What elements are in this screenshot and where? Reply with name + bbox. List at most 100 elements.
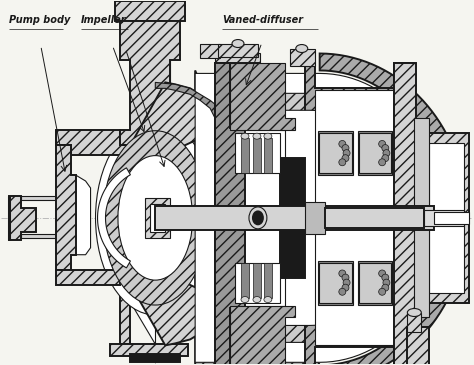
Text: Pump body: Pump body — [9, 15, 70, 24]
Ellipse shape — [339, 159, 346, 166]
Ellipse shape — [241, 133, 249, 139]
Bar — [230, 130, 285, 306]
Text: Vaned-diffuser: Vaned-diffuser — [222, 15, 303, 24]
Bar — [235, 133, 280, 173]
Ellipse shape — [253, 297, 261, 303]
Bar — [394, 64, 416, 365]
Ellipse shape — [96, 121, 215, 315]
Ellipse shape — [249, 207, 267, 229]
Polygon shape — [110, 345, 188, 356]
Polygon shape — [305, 64, 414, 365]
Polygon shape — [130, 61, 170, 130]
Bar — [241, 138, 249, 173]
Ellipse shape — [343, 150, 350, 157]
Polygon shape — [215, 64, 245, 365]
Ellipse shape — [342, 284, 349, 291]
Text: Impeller: Impeller — [81, 15, 126, 24]
Polygon shape — [21, 196, 86, 200]
Ellipse shape — [339, 270, 346, 277]
Polygon shape — [215, 110, 400, 326]
Polygon shape — [55, 130, 76, 270]
Ellipse shape — [241, 297, 249, 303]
Ellipse shape — [407, 308, 421, 316]
Bar — [319, 263, 352, 303]
Bar — [218, 43, 258, 57]
Polygon shape — [116, 1, 185, 20]
Ellipse shape — [382, 274, 389, 281]
Ellipse shape — [382, 155, 389, 162]
Bar — [264, 263, 272, 297]
Bar — [434, 212, 469, 224]
Bar — [200, 43, 220, 58]
Polygon shape — [9, 196, 36, 240]
Polygon shape — [120, 285, 180, 345]
Bar — [407, 327, 429, 365]
Polygon shape — [230, 64, 295, 130]
Polygon shape — [155, 82, 225, 128]
Ellipse shape — [339, 288, 346, 295]
Bar — [150, 204, 165, 232]
Bar — [318, 261, 353, 304]
Bar — [280, 158, 305, 278]
Bar — [318, 131, 353, 175]
Polygon shape — [130, 20, 170, 61]
Bar — [130, 354, 180, 362]
Ellipse shape — [379, 288, 386, 295]
Bar — [357, 261, 392, 304]
Ellipse shape — [342, 155, 349, 162]
Ellipse shape — [264, 133, 272, 139]
Polygon shape — [21, 234, 86, 238]
Ellipse shape — [103, 131, 208, 305]
Bar — [253, 263, 261, 297]
Bar — [215, 360, 260, 365]
Polygon shape — [76, 175, 91, 255]
Bar — [290, 49, 315, 66]
Ellipse shape — [383, 150, 390, 157]
Bar — [146, 198, 170, 238]
Polygon shape — [195, 54, 467, 365]
Bar — [215, 54, 260, 78]
Ellipse shape — [379, 159, 386, 166]
Ellipse shape — [343, 279, 350, 286]
Bar — [357, 131, 392, 175]
Ellipse shape — [342, 274, 349, 281]
Ellipse shape — [264, 297, 272, 303]
Ellipse shape — [339, 141, 346, 147]
Ellipse shape — [232, 39, 244, 47]
Bar — [235, 263, 280, 303]
Polygon shape — [130, 82, 215, 155]
Bar — [358, 263, 392, 303]
Ellipse shape — [379, 270, 386, 277]
Ellipse shape — [342, 145, 349, 151]
Bar — [407, 312, 421, 333]
Bar — [414, 118, 429, 318]
Polygon shape — [120, 20, 180, 145]
Polygon shape — [55, 130, 130, 155]
Bar — [319, 133, 352, 173]
Ellipse shape — [382, 145, 389, 151]
Bar — [315, 91, 394, 345]
Bar — [241, 263, 249, 297]
Bar — [325, 208, 424, 228]
Polygon shape — [195, 73, 444, 362]
Bar — [155, 206, 434, 230]
Bar — [253, 138, 261, 173]
Bar — [215, 357, 260, 365]
Polygon shape — [130, 274, 215, 345]
Ellipse shape — [382, 284, 389, 291]
Polygon shape — [319, 285, 417, 365]
Bar — [215, 64, 260, 76]
Bar — [424, 133, 469, 303]
Bar — [429, 143, 464, 293]
Ellipse shape — [383, 279, 390, 286]
Ellipse shape — [296, 45, 308, 53]
Polygon shape — [120, 285, 180, 354]
Polygon shape — [55, 270, 120, 285]
Ellipse shape — [253, 211, 263, 224]
Ellipse shape — [253, 133, 261, 139]
Polygon shape — [98, 168, 130, 268]
Bar — [424, 210, 464, 226]
Bar — [358, 133, 392, 173]
Bar — [305, 202, 325, 234]
Polygon shape — [230, 306, 295, 365]
